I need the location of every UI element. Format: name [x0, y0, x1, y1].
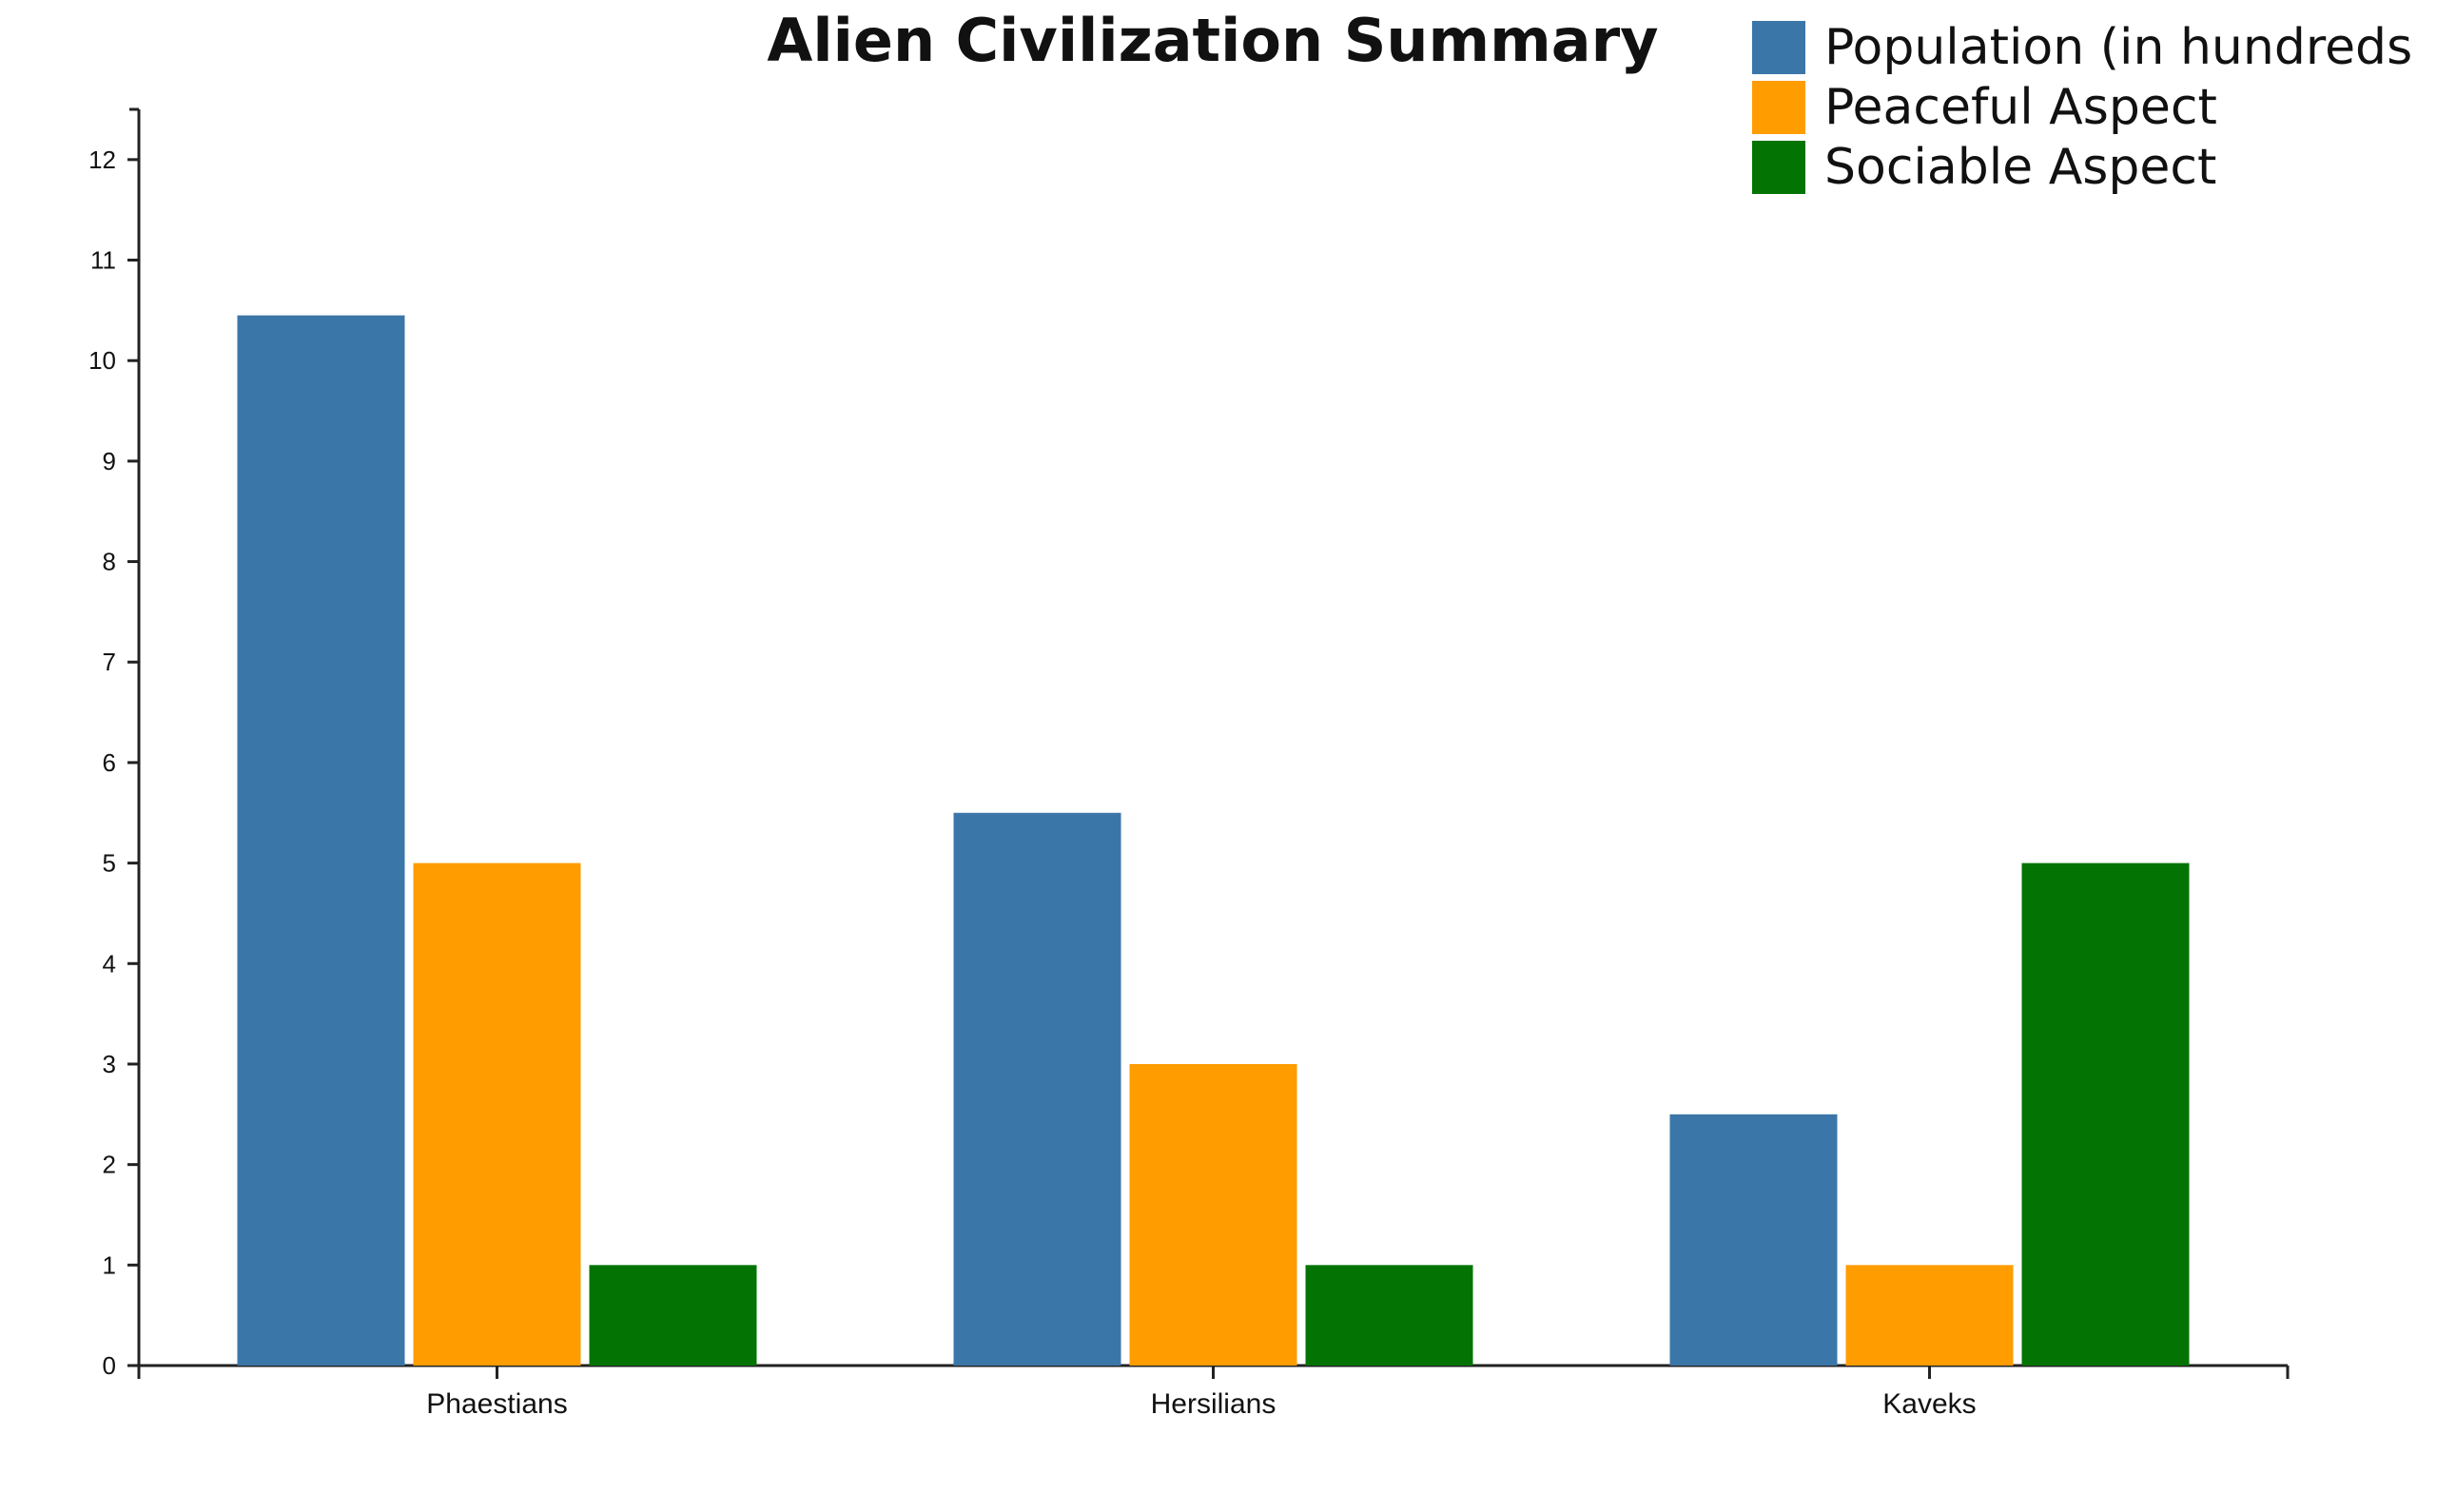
bar-phaestians-series-2 [589, 1265, 757, 1366]
legend-swatch [1752, 141, 1805, 194]
y-tick-label: 11 [90, 246, 116, 275]
x-tick-label: Kaveks [1882, 1388, 1976, 1420]
bar-kaveks-series-0 [1669, 1114, 1838, 1366]
y-tick-label: 2 [103, 1151, 116, 1179]
y-tick-label: 4 [103, 949, 116, 978]
legend-label: Population (in hundreds [1824, 19, 2412, 76]
x-tick-label: Phaestians [426, 1388, 567, 1420]
x-tick-label: Hersilians [1151, 1388, 1277, 1420]
bar-phaestians-series-1 [413, 863, 581, 1366]
y-tick-label: 0 [103, 1351, 116, 1380]
chart-title: Alien Civilization Summary [767, 6, 1658, 75]
y-tick-label: 7 [103, 648, 116, 676]
y-tick-label: 3 [103, 1050, 116, 1078]
bars [237, 315, 2190, 1366]
bar-hersilians-series-0 [953, 812, 1121, 1366]
bar-hersilians-series-1 [1129, 1063, 1297, 1366]
y-tick-label: 10 [88, 346, 116, 375]
y-tick-label: 6 [103, 748, 116, 777]
y-tick-label: 12 [88, 145, 116, 174]
y-tick-label: 1 [103, 1250, 116, 1279]
legend-label: Peaceful Aspect [1824, 79, 2217, 136]
legend-label: Sociable Aspect [1824, 139, 2216, 196]
bar-kaveks-series-2 [2021, 863, 2190, 1366]
y-tick-label: 5 [103, 849, 116, 878]
bar-kaveks-series-1 [1845, 1265, 2014, 1366]
y-tick-label: 9 [103, 447, 116, 475]
legend-swatch [1752, 81, 1805, 134]
y-tick-label: 8 [103, 548, 116, 576]
bar-hersilians-series-2 [1305, 1265, 1473, 1366]
bar-phaestians-series-0 [237, 315, 405, 1366]
x-axis: Phaestians Hersilians Kaveks [139, 1364, 2290, 1420]
legend-swatch [1752, 21, 1805, 74]
